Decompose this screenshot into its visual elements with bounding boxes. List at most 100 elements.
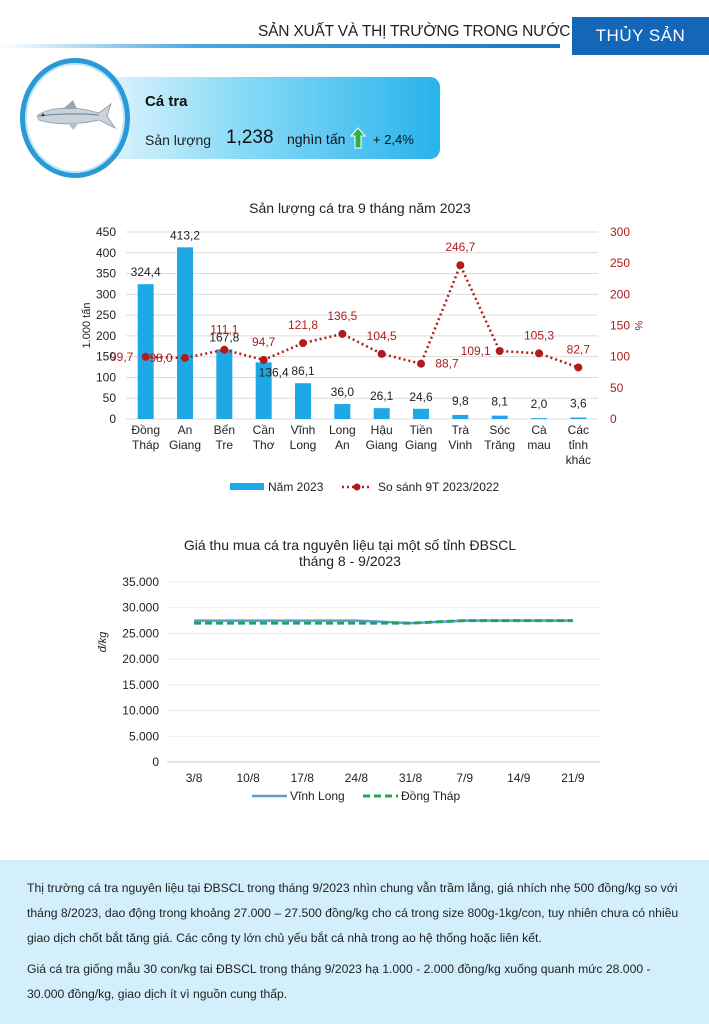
x-tick-label: mau	[527, 438, 550, 452]
x-tick-label: Cà	[531, 423, 547, 437]
line-marker	[574, 363, 583, 372]
y2-tick-label: 0	[610, 412, 617, 426]
y2-tick-label: 300	[610, 225, 630, 239]
bar-data-label: 413,2	[170, 228, 200, 242]
x-tick-label: Trà	[452, 423, 470, 437]
category-tab: THỦY SẢN	[572, 17, 709, 55]
bar-data-label: 167,8	[209, 330, 239, 344]
metric-label: Sản lượng	[145, 132, 212, 148]
bar	[531, 418, 547, 420]
y-tick-label: 5.000	[129, 729, 159, 743]
line-data-label: 99,7	[110, 350, 134, 364]
line-data-label: 121,8	[288, 318, 318, 332]
y-tick-label: 350	[96, 267, 116, 281]
y2-tick-label: 50	[610, 381, 624, 395]
bar	[216, 349, 233, 419]
bar-data-label: 8,1	[491, 395, 508, 409]
bar-data-label: 9,8	[452, 394, 469, 408]
line-data-label: 94,7	[252, 335, 276, 349]
bar	[413, 408, 429, 419]
x-tick-label: Giang	[405, 438, 437, 452]
bar-data-label: 26,1	[370, 389, 394, 403]
line-marker	[377, 349, 386, 358]
chart1-title: Sản lượng cá tra 9 tháng năm 2023	[249, 200, 471, 216]
bar-data-label: 136,4	[259, 365, 289, 379]
y-tick-label: 450	[96, 225, 116, 239]
x-tick-label: Tre	[216, 438, 234, 452]
line-marker	[220, 345, 229, 354]
commentary-panel: Thị trường cá tra nguyên liệu tại ĐBSCL …	[0, 860, 709, 1024]
x-tick-label: 24/8	[345, 771, 369, 785]
legend-label-vinh-long: Vĩnh Long	[290, 789, 345, 803]
x-tick-label: Sóc	[489, 423, 510, 437]
x-tick-label: Hậu	[371, 423, 393, 437]
y-tick-label: 400	[96, 246, 116, 260]
legend-label-dong-thap: Đồng Tháp	[401, 789, 460, 803]
y-tick-label: 0	[109, 412, 116, 426]
y-tick-label: 35.000	[122, 575, 159, 589]
bar	[137, 284, 154, 419]
line-data-label: 104,5	[367, 329, 397, 343]
x-tick-label: 31/8	[399, 771, 423, 785]
line-data-label: 105,3	[524, 328, 554, 342]
bar	[452, 414, 469, 419]
x-tick-label: An	[335, 438, 350, 452]
y2-tick-label: 200	[610, 287, 630, 301]
line-marker	[141, 352, 150, 361]
x-tick-label: tỉnh	[569, 438, 588, 452]
series-line	[194, 619, 573, 625]
price-chart: 0 5.000 10.000 15.000 20.000 25.000 30.000 35.0…	[97, 575, 600, 803]
metric-value: 1,238	[226, 127, 274, 148]
bar	[334, 404, 351, 419]
chart2-subtitle: tháng 8 - 9/2023	[299, 553, 401, 569]
bar-data-label: 24,6	[409, 390, 433, 404]
line-data-label: 98,0	[149, 351, 173, 365]
x-tick-label: Giang	[366, 438, 398, 452]
arrow-up-icon	[350, 127, 366, 149]
legend-label-bars: Năm 2023	[268, 480, 324, 494]
line-marker	[417, 359, 425, 368]
fish-icon	[36, 100, 117, 130]
bar-data-label: 36,0	[331, 385, 355, 399]
y-tick-label: 250	[96, 308, 116, 322]
line-marker	[456, 261, 465, 270]
y-tick-label: 30.000	[122, 601, 159, 615]
bar-data-label: 2,0	[531, 397, 548, 411]
line-data-label: 136,5	[327, 309, 357, 323]
x-tick-label: 3/8	[186, 771, 203, 785]
x-tick-label: An	[178, 423, 193, 437]
line-data-label: 109,1	[461, 344, 491, 358]
x-tick-label: Các	[568, 423, 589, 437]
y-tick-label: 200	[96, 329, 116, 343]
y-tick-label: 20.000	[122, 652, 159, 666]
y-tick-label: 300	[96, 287, 116, 301]
bar-data-label: 3,6	[570, 397, 587, 411]
line-marker	[338, 329, 347, 338]
comparison-line	[145, 262, 579, 369]
y-tick-label: 150	[96, 350, 116, 364]
x-tick-label: 7/9	[456, 771, 473, 785]
y2-tick-label: 250	[610, 256, 630, 270]
y2-axis-label: %	[632, 321, 644, 331]
line-marker	[259, 355, 268, 364]
bar	[570, 417, 587, 419]
x-tick-label: Đồng	[131, 423, 160, 437]
bar	[373, 408, 390, 419]
legend-marker-line	[353, 483, 361, 491]
line-marker	[181, 353, 189, 362]
x-tick-label: 14/9	[507, 771, 531, 785]
line-marker	[299, 339, 307, 348]
line-data-label: 82,7	[567, 342, 591, 356]
y-tick-label: 100	[96, 370, 116, 384]
metric-unit: nghìn tấn	[287, 131, 346, 147]
line-marker	[495, 346, 504, 355]
metric-change: + 2,4%	[373, 132, 414, 147]
section-title: SẢN XUẤT VÀ THỊ TRƯỜNG TRONG NƯỚC	[258, 23, 571, 40]
x-tick-label: 17/8	[291, 771, 315, 785]
bar	[295, 383, 311, 419]
x-tick-label: Tháp	[132, 438, 160, 452]
y-tick-label: 0	[152, 755, 159, 769]
y-tick-label: 15.000	[122, 678, 159, 692]
x-tick-label: 21/9	[561, 771, 585, 785]
summary-card	[90, 77, 440, 159]
